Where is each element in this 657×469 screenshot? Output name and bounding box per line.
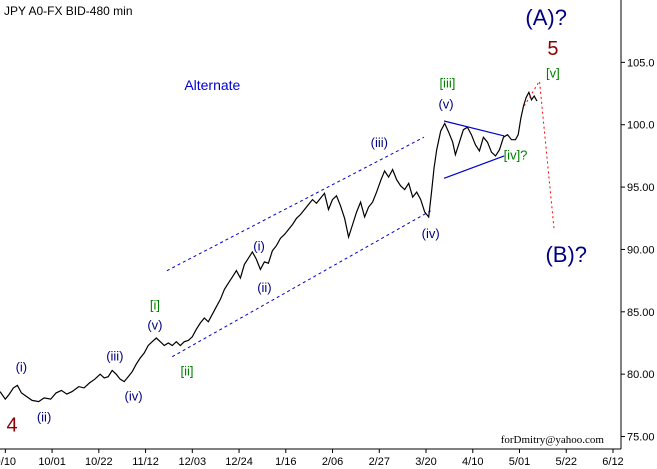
y-tick-label: 90.00	[627, 244, 655, 256]
plot-area	[0, 0, 621, 449]
wave-label: (B)?	[545, 242, 587, 267]
triangle-lines	[443, 120, 505, 179]
wave-label: (i)	[253, 239, 265, 254]
y-tick-label: 100.0	[627, 120, 655, 132]
wave-label: [ii]	[180, 363, 193, 378]
wave-label: [iv]?	[504, 148, 528, 163]
x-tick-label: 11/12	[132, 456, 159, 468]
wave-label: (iv)	[125, 388, 143, 403]
wave-label: (ii)	[257, 280, 271, 295]
x-tick-label: 10/22	[85, 456, 113, 468]
x-tick-label: 2/06	[322, 456, 343, 468]
x-tick-label: 10/01	[38, 456, 66, 468]
lower-channel	[172, 210, 431, 358]
x-tick-label: 1/16	[275, 456, 296, 468]
x-tick-label: 12/24	[225, 456, 253, 468]
wave-label: (v)	[438, 97, 453, 112]
wave-label: (i)	[16, 360, 28, 375]
wave-label: [i]	[150, 297, 160, 312]
x-tick-label: 5/01	[509, 456, 530, 468]
wave-label: [v]	[546, 65, 560, 80]
wave-label: (iii)	[106, 348, 123, 363]
wave-label: (iv)	[422, 226, 440, 241]
x-axis-ticks: 9/10 10/01 10/22 11/12 12/03 12/24 1/16 2/06 2/2…	[0, 449, 624, 468]
x-tick-label: 5/22	[556, 456, 577, 468]
y-tick-label: 105.0	[627, 57, 655, 69]
x-tick-label: 9/10	[0, 456, 16, 468]
y-tick-label: 75.00	[627, 432, 655, 444]
wave-label: (ii)	[37, 410, 51, 425]
y-tick-label: 80.00	[627, 369, 655, 381]
x-tick-label: 12/03	[179, 456, 207, 468]
y-tick-label: 95.00	[627, 182, 655, 194]
wave-label: 5	[547, 38, 558, 60]
wave-label: (A)?	[525, 5, 567, 30]
channel-lines	[166, 136, 431, 358]
y-tick-label: 85.00	[627, 307, 655, 319]
wave-annotations: Alternate (A)? 5 [v] [iii] (v) [iv]? (iii) (iv) (…	[6, 5, 587, 437]
wave-label: (iii)	[371, 135, 388, 150]
y-axis-ticks: 75.00 80.00 85.00 90.00 95.00 100.0 105.0	[621, 57, 655, 444]
credit-text: forDmitry@yahoo.com	[501, 434, 605, 446]
x-tick-label: 4/10	[462, 456, 483, 468]
wave-label: [iii]	[439, 75, 455, 90]
upper-channel	[166, 136, 425, 272]
wave-label: 4	[6, 415, 17, 437]
triangle-upper	[443, 120, 505, 137]
chart-title: JPY A0-FX BID-480 min	[4, 4, 133, 18]
triangle-lower	[443, 155, 505, 179]
x-tick-label: 2/27	[369, 456, 390, 468]
price-series-line	[0, 90, 538, 403]
x-tick-label: 6/12	[602, 456, 623, 468]
x-tick-label: 3/20	[415, 456, 436, 468]
wave-label: Alternate	[184, 77, 240, 93]
wave-label: (v)	[147, 317, 162, 332]
